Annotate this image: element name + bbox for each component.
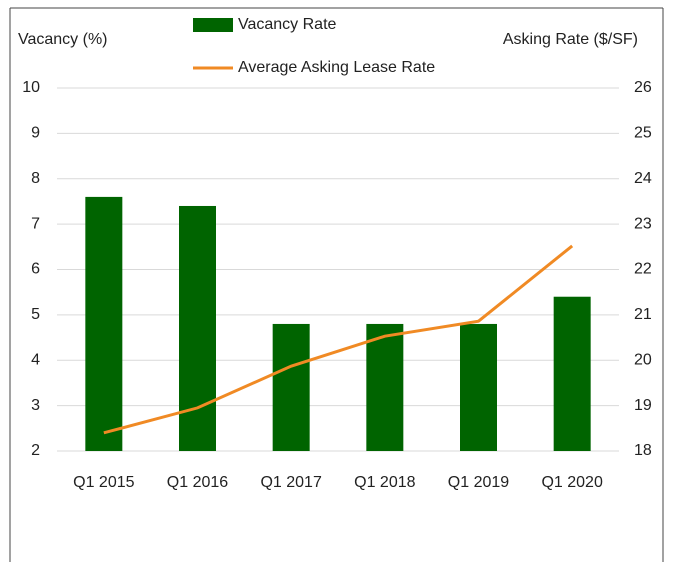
y-tick-label: 10 <box>22 79 40 96</box>
y-tick-label: 6 <box>31 261 40 278</box>
y2-tick-label: 19 <box>634 397 652 414</box>
y-tick-label: 2 <box>31 442 40 459</box>
y-tick-label: 4 <box>31 351 40 368</box>
x-tick-label: Q1 2017 <box>260 474 321 491</box>
y2-tick-label: 23 <box>634 215 652 232</box>
legend-label: Average Asking Lease Rate <box>238 59 435 76</box>
x-tick-label: Q1 2015 <box>73 474 134 491</box>
y-tick-label: 5 <box>31 306 40 323</box>
bar <box>460 323 497 451</box>
bar <box>553 296 591 451</box>
y2-tick-label: 22 <box>634 261 652 278</box>
bar <box>272 323 310 451</box>
x-tick-label: Q1 2020 <box>541 474 602 491</box>
y2-tick-label: 25 <box>634 125 652 142</box>
y2-tick-label: 26 <box>634 79 652 96</box>
bar <box>366 323 404 451</box>
line-series <box>103 244 574 435</box>
y-tick-label: 9 <box>31 125 40 142</box>
x-tick-label: Q1 2019 <box>448 474 509 491</box>
y-tick-label: 3 <box>31 397 40 414</box>
y2-tick-label: 24 <box>634 170 652 187</box>
y-tick-label: 8 <box>31 170 40 187</box>
x-tick-label: Q1 2018 <box>354 474 415 491</box>
y2-tick-label: 21 <box>634 306 652 323</box>
bar <box>85 196 123 451</box>
bar <box>179 205 216 451</box>
x-tick-label: Q1 2016 <box>167 474 228 491</box>
y-tick-label: 7 <box>31 215 40 232</box>
legend-swatch <box>193 18 233 32</box>
y2-tick-label: 18 <box>634 442 652 459</box>
y-axis-title: Vacancy (%) <box>18 31 108 48</box>
y2-axis-title: Asking Rate ($/SF) <box>503 31 638 48</box>
legend-label: Vacancy Rate <box>238 16 337 33</box>
y2-tick-label: 20 <box>634 351 652 368</box>
